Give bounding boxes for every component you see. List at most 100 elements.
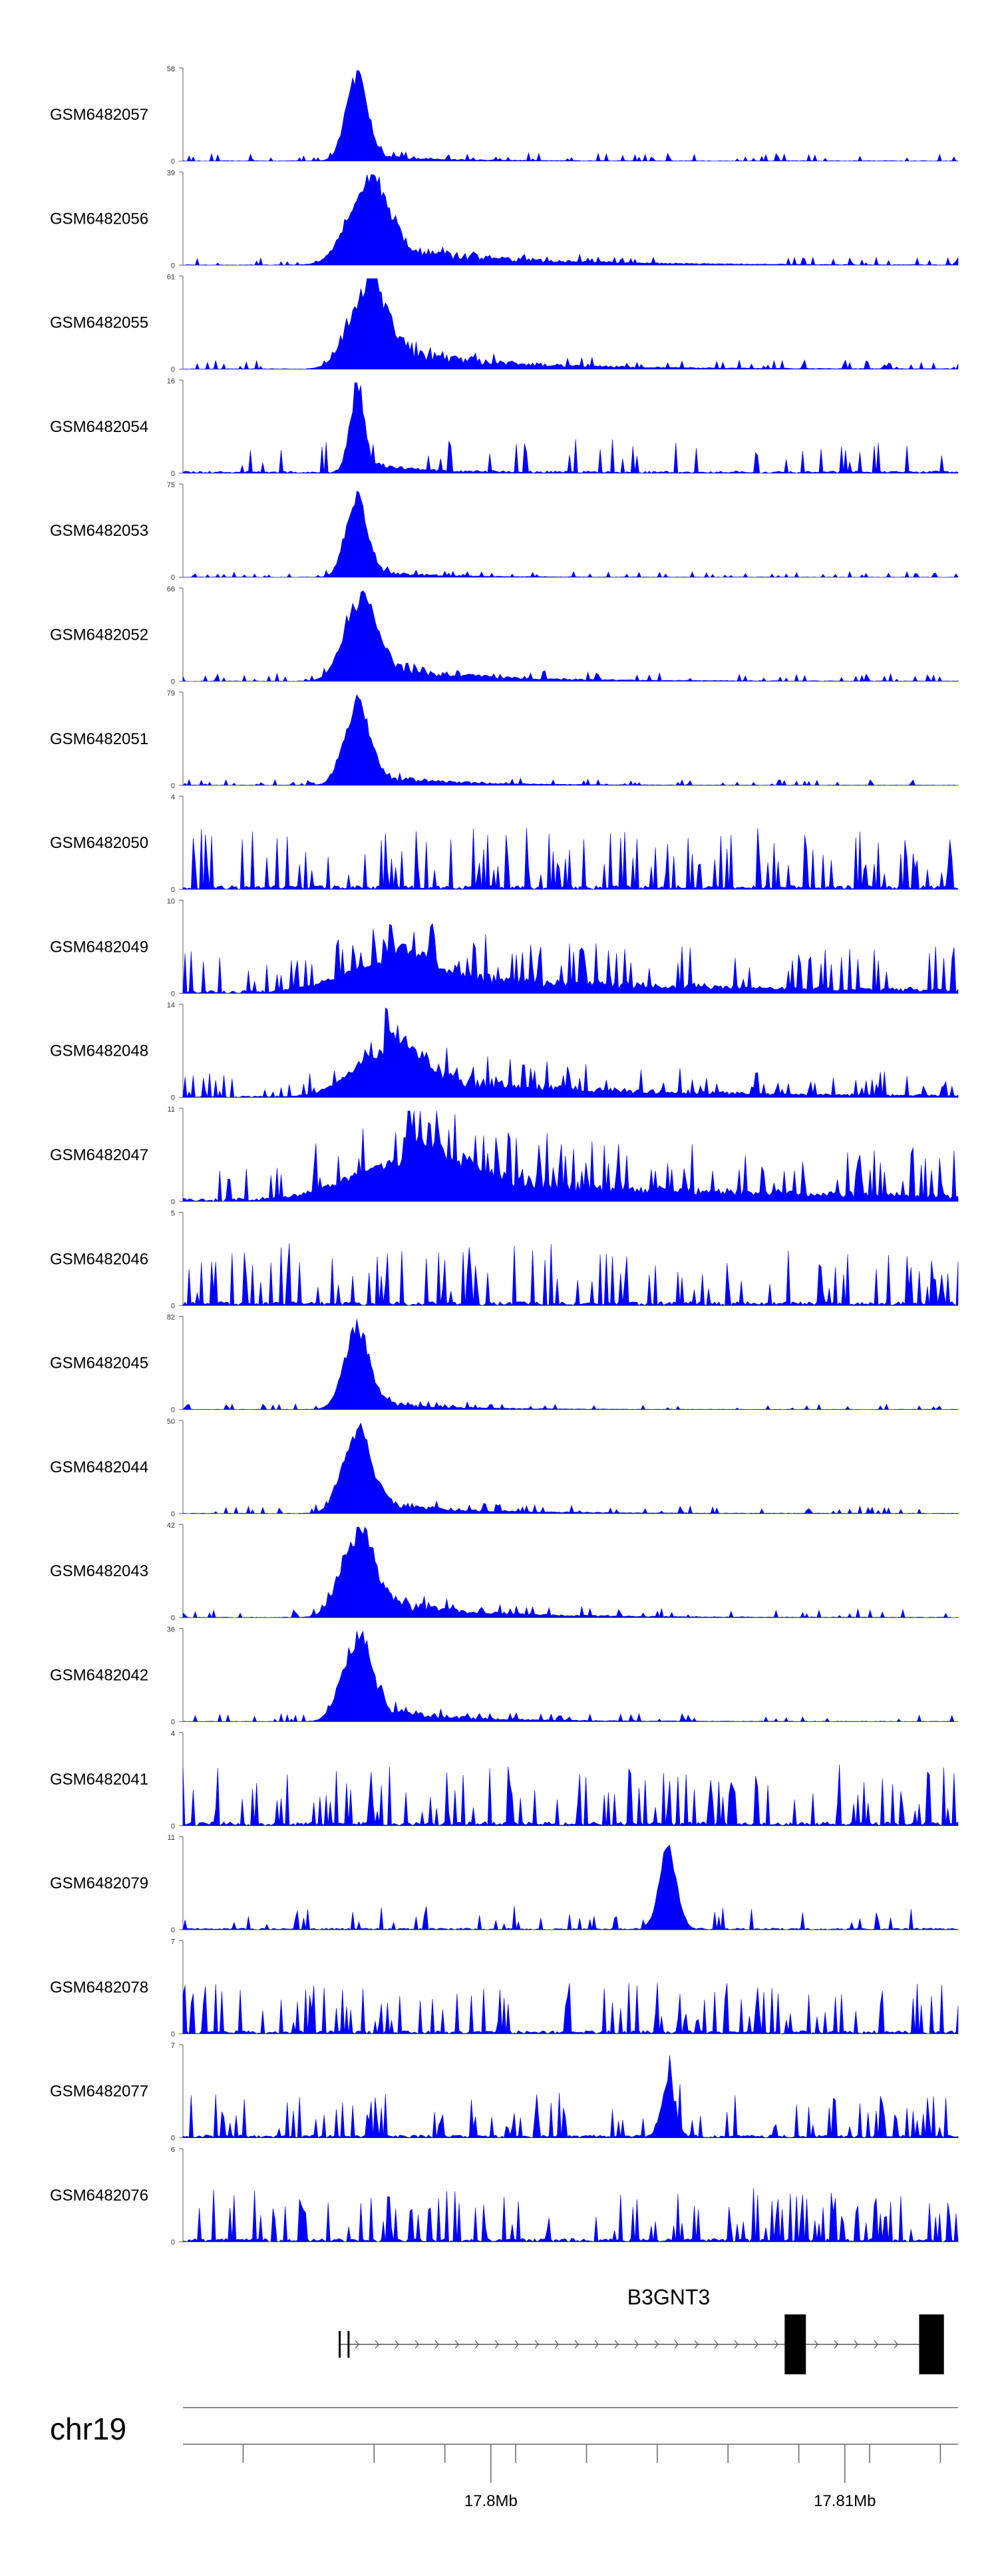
strand-arrow [674,2340,679,2349]
y-zero-label: 0 [171,2030,175,2038]
track-GSM6482047: GSM6482047 11 0 [50,1106,959,1206]
y-max-label: 16 [167,377,175,385]
gene-exon-1 [339,2331,341,2358]
strand-arrow [514,2340,519,2349]
coverage-area [182,1844,959,1930]
track-label: GSM6482056 [50,210,148,228]
y-zero-label: 0 [171,2135,175,2143]
coverage-area [182,1764,959,1826]
genomic-axis: chr19 17.8Mb 17.81Mb [50,2407,958,2510]
strand-arrow [494,2340,499,2349]
track-label: GSM6482048 [50,1042,148,1060]
strand-arrow [574,2340,579,2349]
coverage-area [182,1110,959,1202]
coverage-area [182,923,959,994]
y-zero-label: 0 [171,2239,175,2247]
coverage-area [182,278,959,369]
track-GSM6482052: GSM6482052 66 0 [50,586,959,686]
track-GSM6482050: GSM6482050 4 0 [50,793,959,894]
track-GSM6482045: GSM6482045 82 0 [50,1314,959,1414]
track-GSM6482044: GSM6482044 50 0 [50,1418,959,1518]
strand-arrow [814,2340,818,2349]
track-GSM6482043: GSM6482043 42 0 [50,1522,959,1622]
y-zero-label: 0 [171,1926,175,1934]
y-zero-label: 0 [171,1406,175,1414]
track-label: GSM6482042 [50,1667,148,1685]
y-zero-label: 0 [171,1094,175,1102]
track-GSM6482079: GSM6482079 11 0 [50,1834,959,1934]
y-zero-label: 0 [171,1302,175,1310]
track-GSM6482041: GSM6482041 4 0 [50,1730,959,1830]
track-label: GSM6482055 [50,314,148,332]
track-label: GSM6482079 [50,1874,148,1892]
y-zero-label: 0 [171,886,175,894]
y-max-label: 14 [167,1002,175,1010]
y-max-label: 7 [171,2042,175,2050]
x-tick-label: 17.81Mb [814,2492,876,2510]
coverage-area [182,491,959,578]
coverage-area [182,1526,959,1619]
y-max-label: 4 [171,1730,175,1738]
strand-arrow [554,2340,559,2349]
track-label: GSM6482076 [50,2187,148,2205]
track-label: GSM6482054 [50,418,148,436]
y-max-label: 66 [167,586,175,594]
gene-annotation: B3GNT3 [339,2285,944,2374]
coverage-area [182,1422,959,1514]
strand-arrow [894,2340,898,2349]
coverage-tracks: GSM6482057580GSM6482056390GSM6482055610G… [50,65,959,2247]
y-max-label: 5 [171,1209,175,1217]
track-GSM6482055: GSM6482055 61 0 [50,274,959,374]
track-GSM6482078: GSM6482078 7 0 [50,1938,959,2038]
track-label: GSM6482049 [50,938,148,956]
strand-arrow [714,2340,719,2349]
strand-arrow [474,2340,479,2349]
y-zero-label: 0 [171,366,175,374]
chromosome-label: chr19 [50,2412,126,2446]
coverage-area [182,174,959,266]
y-zero-label: 0 [171,158,175,166]
strand-arrow [694,2340,699,2349]
y-max-label: 61 [167,274,175,282]
track-label: GSM6482041 [50,1771,148,1789]
y-max-label: 10 [167,897,175,905]
strand-arrow [774,2340,778,2349]
track-GSM6482046: GSM6482046 5 0 [50,1209,959,1310]
track-label: GSM6482057 [50,106,148,124]
gene-exon-3 [784,2314,806,2374]
y-zero-label: 0 [171,470,175,478]
coverage-area [182,694,959,786]
coverage-area [182,1007,959,1098]
y-zero-label: 0 [171,678,175,686]
track-label: GSM6482047 [50,1146,148,1164]
y-zero-label: 0 [171,1614,175,1622]
y-max-label: 50 [167,1418,175,1426]
y-zero-label: 0 [171,262,175,270]
y-zero-label: 0 [171,782,175,790]
y-max-label: 42 [167,1522,175,1530]
y-max-label: 36 [167,1626,175,1634]
strand-arrow [594,2340,599,2349]
y-max-label: 7 [171,1938,175,1946]
coverage-area [182,1319,959,1410]
strand-arrow [734,2340,739,2349]
coverage-area [182,590,959,682]
track-GSM6482042: GSM6482042 36 0 [50,1626,959,1727]
track-label: GSM6482043 [50,1562,148,1580]
x-tick-label: 17.8Mb [464,2492,518,2510]
track-label: GSM6482050 [50,834,148,852]
track-label: GSM6482045 [50,1355,148,1373]
strand-arrow [454,2340,459,2349]
y-max-label: 79 [167,690,175,698]
coverage-area [182,2188,959,2243]
y-max-label: 11 [168,1106,175,1114]
strand-arrow [634,2340,639,2349]
coverage-area [182,1630,959,1723]
track-GSM6482057: GSM6482057 58 0 [50,65,959,166]
y-max-label: 6 [171,2146,175,2154]
gene-exon-4 [919,2314,944,2374]
track-label: GSM6482046 [50,1250,148,1268]
track-GSM6482053: GSM6482053 75 0 [50,481,959,582]
strand-arrow [874,2340,878,2349]
track-GSM6482076: GSM6482076 6 0 [50,2146,959,2247]
